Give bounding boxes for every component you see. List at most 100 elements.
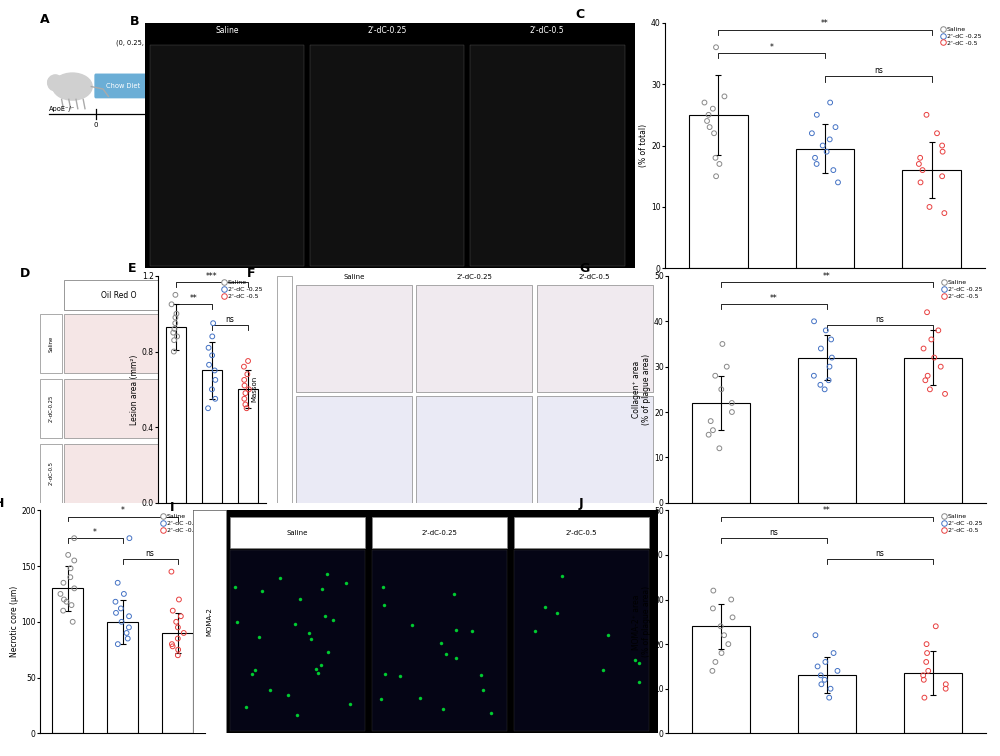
Point — [807, 629, 823, 641]
Point — [66, 582, 82, 594]
Text: ns: ns — [876, 315, 884, 324]
Point — [168, 615, 184, 627]
Bar — [202, 370, 222, 503]
Point — [807, 152, 823, 164]
FancyBboxPatch shape — [94, 73, 151, 98]
Y-axis label: Lesion area of aorta
(% of total): Lesion area of aorta (% of total) — [629, 107, 648, 184]
Y-axis label: Lesion area (mm²): Lesion area (mm²) — [130, 354, 139, 425]
Bar — [166, 327, 186, 503]
Point — [107, 596, 123, 608]
Text: 2'-dC-0.5: 2'-dC-0.5 — [530, 26, 565, 35]
Point — [938, 683, 954, 695]
Text: Saline: Saline — [287, 530, 308, 535]
Point — [938, 678, 954, 690]
Point — [935, 146, 951, 158]
Point — [236, 374, 252, 386]
Point — [714, 647, 730, 659]
Point — [65, 615, 81, 627]
Point — [928, 620, 944, 632]
Point — [915, 164, 931, 176]
Bar — [107, 621, 138, 733]
Point — [919, 638, 935, 650]
Point — [121, 610, 137, 622]
Point — [170, 621, 186, 634]
Legend: Saline, 2'-dC -0.25, 2'-dC -0.5: Saline, 2'-dC -0.25, 2'-dC -0.5 — [940, 26, 982, 46]
Point — [120, 633, 136, 645]
Point — [920, 665, 936, 677]
Point — [922, 383, 938, 395]
Bar — [798, 675, 856, 733]
Point — [812, 379, 828, 391]
Point — [822, 133, 838, 145]
Point — [830, 176, 846, 188]
Point — [169, 330, 185, 342]
Point — [919, 306, 935, 318]
Point — [920, 370, 936, 382]
Legend: Saline, 2'-dC -0.25, 2'-dC -0.5: Saline, 2'-dC -0.25, 2'-dC -0.5 — [221, 279, 263, 299]
Text: B: B — [130, 15, 140, 28]
Bar — [692, 403, 750, 503]
Text: 2'-dC-0.25: 2'-dC-0.25 — [367, 26, 407, 35]
Text: Chow Diet: Chow Diet — [106, 83, 140, 89]
Text: A: A — [40, 13, 49, 26]
Bar — [902, 170, 961, 268]
Bar — [193, 510, 226, 733]
Ellipse shape — [48, 75, 63, 91]
Point — [706, 127, 722, 139]
Point — [918, 109, 934, 121]
Text: Saline: Saline — [48, 336, 53, 352]
Text: Masson: Masson — [251, 376, 257, 402]
Text: ns: ns — [770, 528, 778, 537]
Point — [809, 158, 825, 170]
Point — [207, 374, 223, 386]
Point — [934, 139, 950, 151]
Bar — [40, 380, 62, 438]
Text: ApoE⁻/⁻: ApoE⁻/⁻ — [49, 107, 75, 113]
Point — [916, 342, 932, 355]
Point — [701, 429, 717, 441]
Point — [713, 620, 729, 632]
Text: D: D — [20, 267, 30, 280]
Point — [936, 207, 952, 219]
Point — [110, 577, 126, 589]
Point — [804, 127, 820, 139]
Text: 2'-dC-0.25: 2'-dC-0.25 — [422, 530, 457, 535]
Point — [110, 638, 126, 650]
Point — [723, 593, 739, 606]
Point — [168, 308, 184, 320]
Text: 2'-dC-0.5: 2'-dC-0.5 — [566, 530, 597, 535]
Point — [705, 424, 721, 436]
Point — [806, 315, 822, 327]
Point — [708, 41, 724, 53]
Text: 0: 0 — [94, 122, 98, 129]
Point — [699, 115, 715, 127]
Point — [824, 352, 840, 364]
Point — [917, 374, 933, 386]
Bar — [904, 673, 962, 733]
Point — [176, 627, 192, 639]
Point — [711, 442, 727, 454]
Text: **: ** — [823, 272, 831, 281]
Bar — [537, 396, 653, 503]
Point — [703, 415, 719, 427]
Point — [236, 361, 252, 373]
Text: G: G — [579, 262, 589, 275]
Bar — [64, 380, 172, 438]
Point — [916, 674, 932, 686]
Point — [167, 311, 183, 324]
Point — [119, 627, 135, 639]
Point — [933, 361, 949, 373]
Point — [929, 127, 945, 139]
Point — [716, 91, 732, 103]
Bar — [52, 588, 83, 733]
Point — [114, 615, 130, 627]
Text: 2'-dC-0.25: 2'-dC-0.25 — [48, 395, 53, 423]
Point — [207, 364, 223, 376]
Bar — [796, 149, 854, 268]
Point — [164, 298, 180, 310]
Text: ns: ns — [874, 66, 883, 75]
Point — [817, 674, 833, 686]
Point — [59, 596, 75, 608]
Text: **: ** — [823, 507, 831, 516]
Point — [204, 349, 220, 361]
